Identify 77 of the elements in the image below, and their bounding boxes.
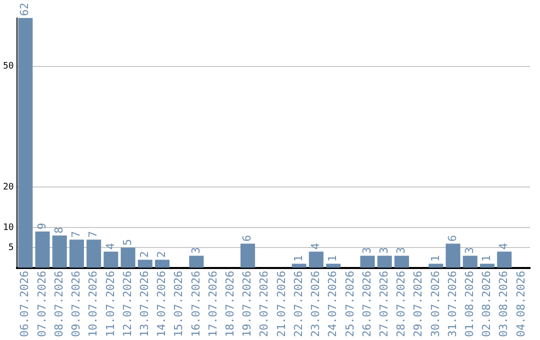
x-tick-label: 14.07.2026 (155, 270, 168, 338)
y-tick-label: 20 (2, 182, 14, 193)
bar (292, 264, 306, 268)
data-label: 2 (155, 251, 168, 258)
data-label: 5 (120, 239, 134, 246)
data-label: 3 (189, 247, 202, 254)
data-label: 7 (86, 230, 100, 238)
x-tick-label: 24.07.2026 (326, 270, 340, 338)
x-tick-label: 10.07.2026 (86, 270, 100, 338)
data-label: 1 (292, 255, 305, 262)
x-tick-label: 17.07.2026 (206, 270, 220, 338)
data-label: 3 (462, 247, 476, 254)
x-tick-label: 13.07.2026 (138, 270, 151, 338)
bar (138, 260, 152, 268)
bar (69, 240, 84, 268)
bar (240, 244, 256, 268)
bar (52, 236, 67, 268)
x-tick-label: 03.08.2026 (497, 270, 510, 338)
data-label: 6 (240, 234, 254, 242)
bar (120, 248, 136, 268)
bar (394, 256, 409, 268)
bar (154, 260, 170, 268)
bar (360, 256, 375, 268)
bar (462, 256, 478, 268)
x-tick-label: 26.07.2026 (360, 270, 374, 338)
x-tick-label: 29.07.2026 (412, 270, 425, 338)
y-tick-label: 50 (2, 62, 14, 72)
data-label: 2 (138, 251, 151, 258)
data-label: 1 (428, 255, 442, 262)
bar (308, 252, 324, 268)
x-tick-label: 28.07.2026 (394, 270, 408, 338)
bar (497, 252, 512, 268)
data-label: 6 (446, 234, 459, 242)
x-tick-label: 07.07.2026 (35, 270, 48, 338)
x-tick-label: 31.07.2026 (446, 270, 459, 338)
data-label: 3 (360, 247, 374, 254)
x-tick-label: 04.08.2026 (514, 270, 528, 338)
data-label: 3 (394, 247, 408, 254)
x-tick-label: 12.07.2026 (120, 270, 134, 338)
x-tick-label: 11.07.2026 (104, 270, 117, 338)
data-label: 3 (377, 247, 390, 254)
x-tick-label: 27.07.2026 (377, 270, 390, 338)
x-tick-label: 02.08.2026 (480, 270, 494, 338)
data-label: 7 (70, 230, 83, 238)
x-tick-label: 19.07.2026 (240, 270, 254, 338)
x-tick-label: 25.07.2026 (343, 270, 356, 338)
bar (377, 256, 392, 268)
bar (189, 256, 204, 268)
x-tick-label: 21.07.2026 (274, 270, 288, 338)
x-tick-label: 22.07.2026 (292, 270, 305, 338)
x-tick-label: 18.07.2026 (224, 270, 237, 338)
bar (86, 240, 102, 268)
x-tick-label: 06.07.2026 (18, 270, 32, 338)
x-tick-label: 08.07.2026 (52, 270, 66, 338)
data-label: 4 (309, 242, 322, 250)
x-tick-label: 16.07.2026 (189, 270, 202, 338)
x-tick-label: 23.07.2026 (309, 270, 322, 338)
bar (35, 232, 50, 268)
x-tick-label: 20.07.2026 (258, 270, 271, 338)
bar (326, 264, 341, 268)
x-tick-label: 01.08.2026 (462, 270, 476, 338)
bar (446, 244, 460, 268)
data-label: 8 (52, 226, 66, 234)
data-label: 1 (326, 255, 340, 262)
data-label: 4 (497, 242, 510, 250)
data-label: 4 (104, 242, 117, 250)
data-label: 9 (35, 222, 48, 230)
x-tick-label: 09.07.2026 (70, 270, 83, 338)
y-tick-label: 10 (2, 222, 14, 233)
x-tick-label: 15.07.2026 (172, 270, 186, 338)
x-tick-label: 30.07.2026 (428, 270, 442, 338)
bar (428, 264, 444, 268)
y-tick-label: 5 (8, 242, 14, 253)
bar (480, 264, 495, 268)
bar (104, 252, 118, 268)
data-label: 62 (18, 2, 32, 16)
data-label: 1 (480, 255, 494, 262)
